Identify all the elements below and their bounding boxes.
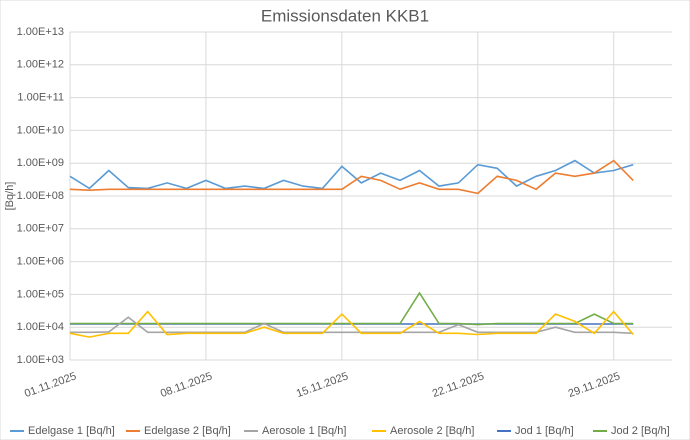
series-line [70, 316, 634, 335]
series-line [69, 159, 634, 190]
y-tick-label: 1.00E+05 [17, 288, 64, 300]
series-line [69, 310, 634, 338]
y-tick-label: 1.00E+09 [17, 157, 64, 169]
y-tick-label: 1.00E+12 [17, 59, 64, 71]
y-axis-label: [Bq/h] [4, 182, 16, 211]
y-tick-label: 1.00E+03 [17, 354, 64, 366]
y-tick-label: 1.00E+07 [17, 223, 64, 235]
y-tick-label: 1.00E+04 [17, 321, 64, 333]
y-tick-label: 1.00E+06 [17, 256, 64, 268]
y-tick-label: 1.00E+08 [17, 190, 64, 202]
chart-title: Emissionsdaten KKB1 [261, 6, 429, 25]
legend-label: Edelgase 1 [Bq/h] [28, 425, 115, 437]
legend-label: Edelgase 2 [Bq/h] [144, 425, 231, 437]
y-tick-label: 1.00E+10 [17, 124, 64, 136]
legend-label: Aerosole 1 [Bq/h] [262, 425, 346, 437]
series-line [69, 159, 634, 195]
legend-label: Jod 1 [Bq/h] [515, 425, 574, 437]
y-tick-label: 1.00E+13 [17, 26, 64, 38]
y-tick-label: 1.00E+11 [17, 92, 64, 104]
legend-label: Jod 2 [Bq/h] [611, 425, 670, 437]
legend-label: Aerosole 2 [Bq/h] [390, 425, 474, 437]
